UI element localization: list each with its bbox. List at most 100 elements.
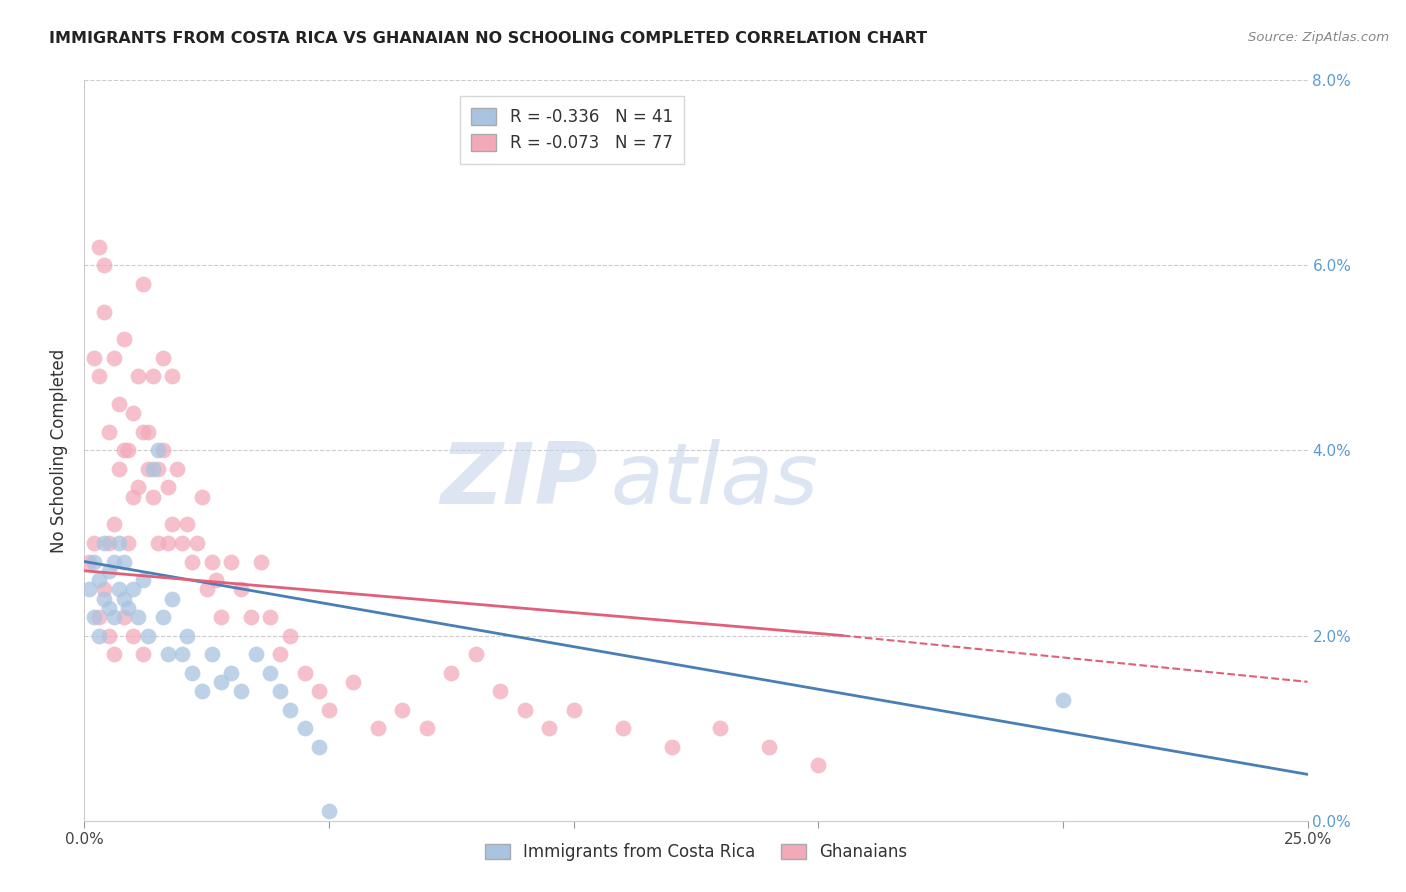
Point bbox=[259, 665, 281, 680]
Point bbox=[229, 684, 252, 698]
Point bbox=[132, 277, 155, 291]
Point bbox=[87, 240, 110, 254]
Point bbox=[136, 462, 159, 476]
Point bbox=[146, 462, 169, 476]
Point bbox=[172, 647, 194, 661]
Point bbox=[176, 517, 198, 532]
Point bbox=[181, 554, 204, 569]
Point bbox=[77, 554, 100, 569]
Point bbox=[103, 554, 125, 569]
Point bbox=[127, 481, 149, 495]
Point bbox=[97, 564, 120, 578]
Point bbox=[136, 628, 159, 642]
Point bbox=[219, 554, 242, 569]
Point bbox=[142, 490, 165, 504]
Point bbox=[112, 443, 135, 458]
Point bbox=[103, 610, 125, 624]
Point bbox=[112, 333, 135, 347]
Point bbox=[127, 610, 149, 624]
Text: ZIP: ZIP bbox=[440, 439, 598, 522]
Point bbox=[156, 647, 179, 661]
Point bbox=[200, 647, 222, 661]
Point bbox=[146, 536, 169, 550]
Point bbox=[93, 582, 115, 597]
Point bbox=[259, 610, 281, 624]
Point bbox=[93, 304, 115, 318]
Point bbox=[122, 490, 145, 504]
Text: atlas: atlas bbox=[610, 439, 818, 522]
Point bbox=[612, 721, 634, 735]
Point bbox=[709, 721, 731, 735]
Point bbox=[142, 462, 165, 476]
Point bbox=[156, 481, 179, 495]
Point bbox=[152, 610, 174, 624]
Point bbox=[489, 684, 512, 698]
Point bbox=[112, 554, 135, 569]
Point bbox=[122, 407, 145, 421]
Point bbox=[122, 628, 145, 642]
Point bbox=[83, 351, 105, 365]
Point bbox=[205, 573, 228, 587]
Point bbox=[172, 536, 194, 550]
Point bbox=[87, 610, 110, 624]
Point bbox=[152, 351, 174, 365]
Point bbox=[807, 758, 830, 772]
Point bbox=[239, 610, 262, 624]
Point bbox=[142, 369, 165, 384]
Point bbox=[181, 665, 204, 680]
Point bbox=[318, 703, 340, 717]
Point bbox=[117, 600, 139, 615]
Point bbox=[308, 684, 330, 698]
Point bbox=[112, 591, 135, 606]
Point bbox=[97, 628, 120, 642]
Point bbox=[97, 536, 120, 550]
Text: IMMIGRANTS FROM COSTA RICA VS GHANAIAN NO SCHOOLING COMPLETED CORRELATION CHART: IMMIGRANTS FROM COSTA RICA VS GHANAIAN N… bbox=[49, 31, 928, 46]
Point bbox=[278, 628, 301, 642]
Point bbox=[1052, 693, 1074, 707]
Point bbox=[229, 582, 252, 597]
Point bbox=[156, 536, 179, 550]
Point bbox=[538, 721, 561, 735]
Point bbox=[83, 536, 105, 550]
Point bbox=[93, 536, 115, 550]
Point bbox=[249, 554, 271, 569]
Point bbox=[513, 703, 536, 717]
Point bbox=[318, 805, 340, 819]
Point bbox=[87, 573, 110, 587]
Point bbox=[117, 536, 139, 550]
Point bbox=[562, 703, 585, 717]
Point bbox=[440, 665, 463, 680]
Point bbox=[176, 628, 198, 642]
Y-axis label: No Schooling Completed: No Schooling Completed bbox=[51, 349, 69, 552]
Point bbox=[107, 536, 129, 550]
Point bbox=[191, 684, 214, 698]
Point bbox=[103, 351, 125, 365]
Point bbox=[342, 674, 364, 689]
Point bbox=[117, 443, 139, 458]
Text: Source: ZipAtlas.com: Source: ZipAtlas.com bbox=[1249, 31, 1389, 45]
Point bbox=[103, 517, 125, 532]
Point bbox=[661, 739, 683, 754]
Point bbox=[152, 443, 174, 458]
Point bbox=[107, 462, 129, 476]
Point bbox=[308, 739, 330, 754]
Point bbox=[269, 684, 291, 698]
Point bbox=[93, 259, 115, 273]
Point bbox=[464, 647, 486, 661]
Point bbox=[103, 647, 125, 661]
Point bbox=[132, 425, 155, 439]
Point bbox=[391, 703, 413, 717]
Point bbox=[132, 573, 155, 587]
Point bbox=[219, 665, 242, 680]
Point bbox=[191, 490, 214, 504]
Point bbox=[132, 647, 155, 661]
Point bbox=[162, 517, 184, 532]
Point bbox=[209, 674, 232, 689]
Point bbox=[294, 721, 316, 735]
Point bbox=[127, 369, 149, 384]
Point bbox=[245, 647, 267, 661]
Point bbox=[87, 628, 110, 642]
Point bbox=[83, 554, 105, 569]
Point bbox=[162, 591, 184, 606]
Point bbox=[186, 536, 208, 550]
